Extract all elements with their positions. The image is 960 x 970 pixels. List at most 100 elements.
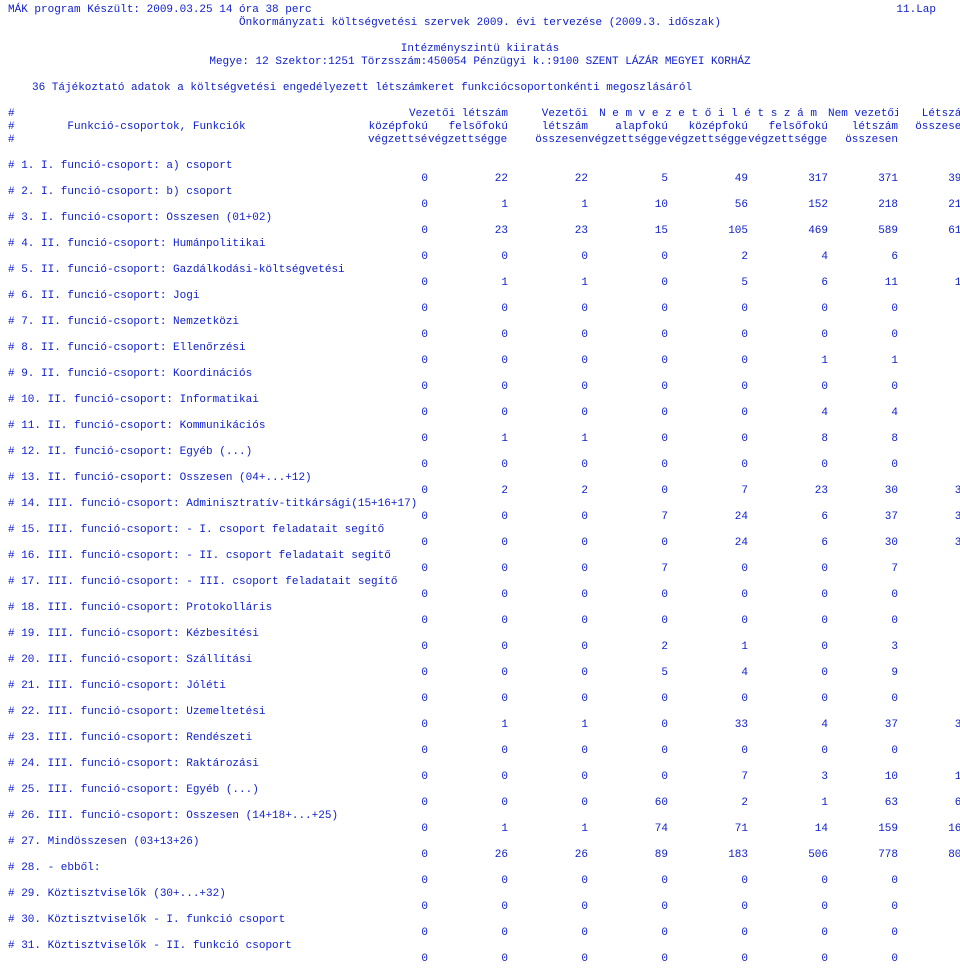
cell-value: 0: [508, 771, 588, 784]
row-label: # 10. II. funció-csoport: Informatikai: [8, 394, 960, 407]
table-row-values: 00000000: [8, 589, 960, 602]
cell-value: 0: [748, 927, 828, 940]
cell-value: 469: [748, 225, 828, 238]
cell-value: 0: [368, 251, 428, 264]
cell-value: 0: [898, 927, 960, 940]
table-row-values: 0110561112: [8, 277, 960, 290]
cell-value: 0: [428, 589, 508, 602]
row-label: # 30. Köztisztviselők - I. funkció csopo…: [8, 914, 960, 927]
table-row-label: # 7. II. funció-csoport: Nemzetközi: [8, 316, 960, 329]
colhead-letszam3: létszám: [828, 121, 898, 134]
cell-value: 0: [428, 927, 508, 940]
cell-value: 0: [428, 797, 508, 810]
table-row-label: # 14. III. funció-csoport: Adminisztratí…: [8, 498, 960, 511]
cell-value: 0: [368, 745, 428, 758]
cell-value: 0: [588, 303, 668, 316]
cell-value: 0: [368, 797, 428, 810]
header-line-1: MÁK program Készült: 2009.03.25 14 óra 3…: [8, 4, 952, 17]
cell-value: 0: [428, 407, 508, 420]
cell-value: 32: [898, 485, 960, 498]
cell-value: 7: [668, 485, 748, 498]
cell-value: 0: [508, 355, 588, 368]
colhead-row-3: # végzettséggel végzettséggel összesen v…: [8, 134, 960, 147]
cell-value: 183: [668, 849, 748, 862]
cell-value: 1: [828, 355, 898, 368]
cell-value: 0: [508, 329, 588, 342]
colhead-vezetoi-letszam: Vezetői létszám: [368, 108, 508, 121]
colhead-osszesen: összesen: [898, 121, 960, 134]
table-row-label: # 22. III. funció-csoport: Üzemeltetési: [8, 706, 960, 719]
cell-value: 0: [368, 693, 428, 706]
cell-value: 612: [898, 225, 960, 238]
table-row-values: 00002466: [8, 251, 960, 264]
colhead-kozepfoku2: középfokú: [668, 121, 748, 134]
table-row-values: 01103343738: [8, 719, 960, 732]
blank-line: [8, 30, 952, 43]
cell-value: 5: [588, 667, 668, 680]
cell-value: 0: [428, 771, 508, 784]
cell-value: 0: [428, 329, 508, 342]
cell-value: 7: [828, 563, 898, 576]
table-row-values: 0262689183506778804: [8, 849, 960, 862]
colhead-ossz1: összesen: [508, 134, 588, 147]
cell-value: 89: [588, 849, 668, 862]
table-row-values: 00054099: [8, 667, 960, 680]
cell-value: 0: [898, 381, 960, 394]
cell-value: 30: [828, 485, 898, 498]
cell-value: 0: [828, 303, 898, 316]
cell-value: 30: [898, 537, 960, 550]
cell-value: 0: [898, 459, 960, 472]
blank-line: [8, 95, 952, 108]
row-label: # 31. Köztisztviselők - II. funkció csop…: [8, 940, 960, 953]
cell-value: 9: [898, 667, 960, 680]
cell-value: 0: [668, 433, 748, 446]
cell-value: 0: [588, 927, 668, 940]
cell-value: 0: [508, 745, 588, 758]
cell-value: 0: [368, 407, 428, 420]
table-row-values: 02207233032: [8, 485, 960, 498]
cell-value: 0: [508, 407, 588, 420]
cell-value: 0: [828, 459, 898, 472]
cell-value: 0: [748, 615, 828, 628]
cell-value: 56: [668, 199, 748, 212]
cell-value: 1: [508, 277, 588, 290]
cell-value: 0: [588, 745, 668, 758]
cell-value: 0: [368, 459, 428, 472]
cell-value: 10: [828, 771, 898, 784]
row-label: # 27. Mindösszesen (03+13+26): [8, 836, 960, 849]
table-row-label: # 10. II. funció-csoport: Informatikai: [8, 394, 960, 407]
cell-value: 0: [368, 927, 428, 940]
row-label: # 19. III. funció-csoport: Kézbesítési: [8, 628, 960, 641]
cell-value: 0: [508, 563, 588, 576]
table-row-values: 00000000: [8, 875, 960, 888]
cell-value: 23: [428, 225, 508, 238]
cell-value: 0: [508, 693, 588, 706]
header-right: 11.Lap: [896, 4, 936, 17]
row-label: # 8. II. funció-csoport: Ellenőrzési: [8, 342, 960, 355]
cell-value: 71: [668, 823, 748, 836]
cell-value: 0: [368, 615, 428, 628]
table-row-values: 00021033: [8, 641, 960, 654]
cell-value: 0: [368, 199, 428, 212]
cell-value: 0: [898, 615, 960, 628]
table-row-label: # 17. III. funció-csoport: - III. csopor…: [8, 576, 960, 589]
cell-value: 0: [368, 771, 428, 784]
cell-value: 4: [898, 407, 960, 420]
cell-value: 7: [668, 771, 748, 784]
cell-value: 0: [428, 875, 508, 888]
cell-value: 0: [428, 745, 508, 758]
row-label: # 21. III. funció-csoport: Jóléti: [8, 680, 960, 693]
cell-value: 22: [428, 173, 508, 186]
cell-value: 6: [828, 251, 898, 264]
cell-value: 0: [588, 277, 668, 290]
table-row-label: # 9. II. funció-csoport: Koordinációs: [8, 368, 960, 381]
cell-value: 0: [428, 303, 508, 316]
cell-value: 0: [748, 563, 828, 576]
colhead-row-2: # Funkció-csoportok, Funkciók középfokú …: [8, 121, 960, 134]
table-row-label: # 31. Köztisztviselők - II. funkció csop…: [8, 940, 960, 953]
cell-value: 1: [428, 823, 508, 836]
cell-value: 2: [668, 797, 748, 810]
cell-value: 0: [588, 615, 668, 628]
cell-value: 0: [588, 251, 668, 264]
cell-value: 8: [828, 433, 898, 446]
